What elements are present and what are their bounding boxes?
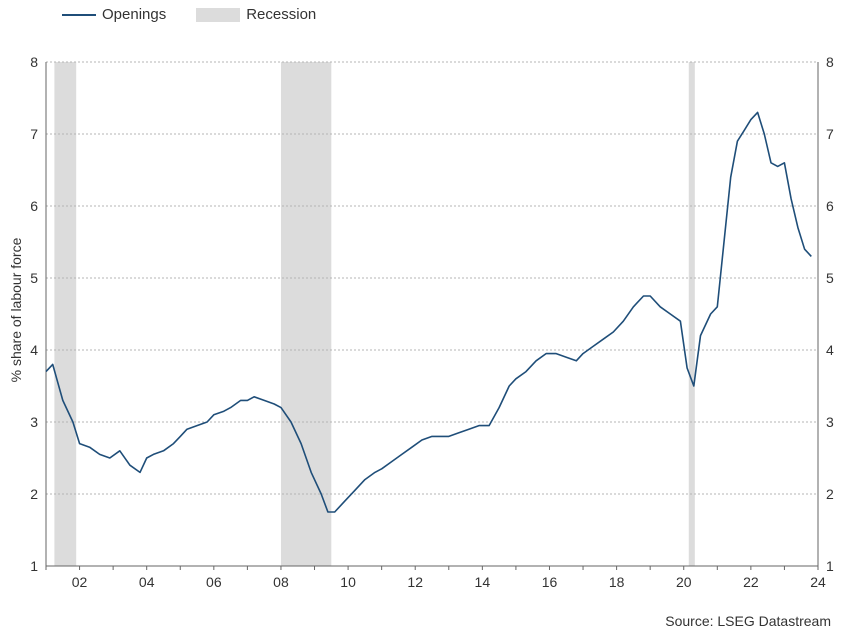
series-line-openings [45, 111, 812, 513]
x-tick-16: 16 [542, 574, 558, 590]
x-tick-06: 06 [206, 574, 222, 590]
y-tick-left-8: 8 [30, 54, 38, 70]
y-tick-right-6: 6 [826, 198, 834, 214]
y-tick-left-5: 5 [30, 270, 38, 286]
x-tick-10: 10 [340, 574, 356, 590]
legend: Openings Recession [62, 6, 346, 23]
legend-item-openings: Openings [62, 6, 166, 23]
y-tick-right-8: 8 [826, 54, 834, 70]
recession-band-0 [54, 62, 77, 566]
x-tick-04: 04 [139, 574, 155, 590]
y-tick-right-1: 1 [826, 558, 834, 574]
legend-label-recession: Recession [246, 6, 317, 23]
y-tick-left-4: 4 [30, 342, 38, 358]
x-tick-02: 02 [72, 574, 88, 590]
y-tick-right-2: 2 [826, 486, 834, 502]
y-tick-right-7: 7 [826, 126, 834, 142]
legend-label-openings: Openings [102, 6, 167, 23]
y-tick-left-2: 2 [30, 486, 38, 502]
x-tick-18: 18 [609, 574, 625, 590]
x-tick-22: 22 [743, 574, 759, 590]
recession-band-2 [688, 62, 695, 566]
y-tick-right-3: 3 [826, 414, 834, 430]
x-tick-14: 14 [475, 574, 491, 590]
y-tick-right-4: 4 [826, 342, 834, 358]
source-note: Source: LSEG Datastream [665, 613, 831, 629]
x-tick-12: 12 [407, 574, 423, 590]
y-tick-left-1: 1 [30, 558, 38, 574]
recession-band-1 [280, 62, 332, 566]
x-tick-08: 08 [273, 574, 289, 590]
legend-item-recession: Recession [196, 6, 316, 23]
legend-swatch-openings [62, 13, 96, 16]
y-tick-left-6: 6 [30, 198, 38, 214]
y-tick-left-3: 3 [30, 414, 38, 430]
y-tick-left-7: 7 [30, 126, 38, 142]
x-tick-20: 20 [676, 574, 692, 590]
y-tick-right-5: 5 [826, 270, 834, 286]
x-tick-24: 24 [810, 574, 826, 590]
legend-swatch-recession [196, 7, 241, 22]
